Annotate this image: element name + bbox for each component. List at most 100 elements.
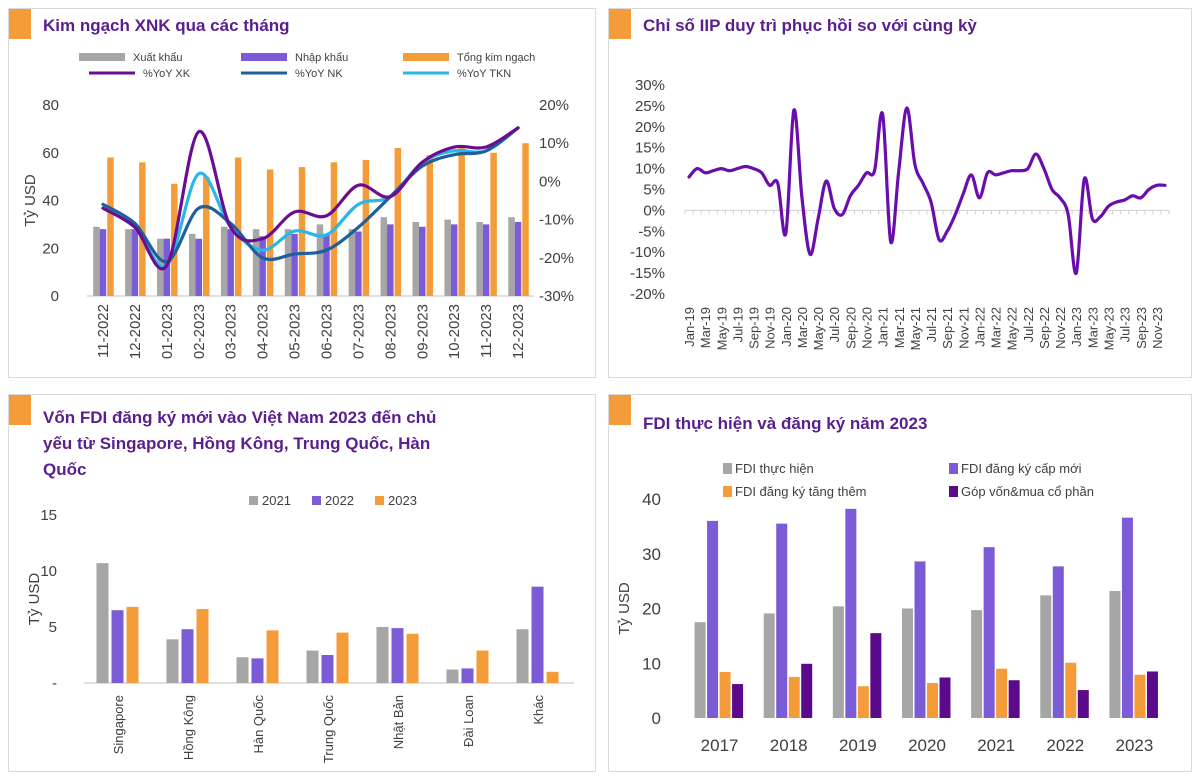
bar <box>1134 674 1146 718</box>
x-tick-label: May-20 <box>811 307 826 350</box>
legend-label: Tổng kim ngạch <box>457 52 535 64</box>
bar <box>355 231 362 296</box>
y2-tick-label: -10% <box>539 212 574 229</box>
y2-tick-label: -30% <box>539 288 574 305</box>
x-tick-label: Jan-20 <box>779 307 794 347</box>
y-tick-label: 5 <box>49 619 57 636</box>
bar <box>234 157 242 296</box>
bar <box>391 628 404 683</box>
panel-title-line: Quốc <box>43 460 87 479</box>
x-tick-label: Jan-23 <box>1069 307 1084 347</box>
x-tick-label: Sep-20 <box>843 307 858 349</box>
bar <box>284 229 292 296</box>
y2-tick-label: -20% <box>539 250 574 267</box>
x-tick-label: May-23 <box>1102 307 1117 350</box>
bar <box>266 630 279 683</box>
legend-swatch <box>375 496 384 505</box>
legend-label: %YoY NK <box>295 68 343 80</box>
y2-tick-label: 0% <box>539 173 561 190</box>
x-tick-label: Jul-23 <box>1118 307 1133 342</box>
x-tick-label: May-22 <box>1005 307 1020 350</box>
x-tick-label: 2018 <box>770 736 808 755</box>
x-tick-label: Hàn Quốc <box>251 695 266 754</box>
bar <box>195 238 202 296</box>
bar <box>336 632 349 683</box>
bar <box>96 563 109 683</box>
y-tick-label: 30 <box>642 545 661 564</box>
bar <box>387 224 394 296</box>
bar <box>227 229 234 296</box>
y-tick-label: 15% <box>635 140 665 157</box>
y-tick-label: 30% <box>635 77 665 94</box>
legend-label: FDI đăng ký tăng thêm <box>735 484 867 499</box>
panel-title: Kim ngạch XNK qua các tháng <box>43 16 290 35</box>
x-tick-label: May-19 <box>714 307 729 350</box>
bar <box>93 226 100 296</box>
bar <box>376 627 389 683</box>
bar <box>1052 566 1064 718</box>
y-tick-label: 0% <box>643 202 665 219</box>
x-tick-label: Mar-20 <box>795 307 810 348</box>
legend-swatch <box>949 463 958 474</box>
x-tick-label: Jul-22 <box>1021 307 1036 342</box>
x-tick-label: 2017 <box>701 736 739 755</box>
x-tick-label: Mar-22 <box>989 307 1004 348</box>
legend-swatch <box>723 463 732 474</box>
y-tick-label: 10 <box>642 654 661 673</box>
bar <box>914 561 926 718</box>
x-tick-label: 07-2023 <box>350 304 367 359</box>
y2-tick-label: 20% <box>539 97 569 114</box>
bar <box>1146 671 1158 718</box>
bar <box>306 650 319 683</box>
bar <box>482 224 490 296</box>
legend-swatch <box>723 486 732 497</box>
panel-fdi-year: FDI thực hiện và đăng ký năm 2023 FDI th… <box>608 394 1192 772</box>
bar <box>444 219 451 296</box>
y-tick-label: 10 <box>40 563 57 580</box>
bar <box>719 672 731 718</box>
x-tick-label: Nov-23 <box>1150 307 1165 349</box>
bar <box>125 229 132 296</box>
y-tick-label: 20% <box>635 119 665 136</box>
y-tick-label: -20% <box>630 286 665 303</box>
y-tick-label: 10% <box>635 161 665 178</box>
y-tick-label: - <box>52 675 57 692</box>
legend-swatch <box>403 53 449 61</box>
bar <box>446 669 459 683</box>
x-tick-label: Sep-21 <box>940 307 955 349</box>
bar <box>694 622 706 718</box>
bar <box>1109 590 1121 718</box>
y-axis-title: Tỷ USD <box>26 573 43 626</box>
x-tick-label: 11-2022 <box>95 304 112 358</box>
x-tick-label: Jan-22 <box>972 307 987 347</box>
x-tick-label: 2019 <box>839 736 877 755</box>
panel-accent-bar <box>9 9 31 39</box>
x-tick-label: 02-2023 <box>191 304 208 359</box>
legend-label: FDI đăng ký cấp mới <box>961 461 1082 476</box>
bar <box>1077 690 1089 718</box>
panel-fdi-country: Vốn FDI đăng ký mới vào Việt Nam 2023 đế… <box>8 394 596 772</box>
bar <box>107 157 114 296</box>
y-tick-label: 80 <box>42 97 59 114</box>
series-line <box>101 126 520 271</box>
bar <box>259 236 266 296</box>
x-tick-label: 09-2023 <box>414 304 431 359</box>
x-tick-label: Nov-22 <box>1053 307 1068 349</box>
bar <box>801 663 813 718</box>
panel-xnk: Kim ngạch XNK qua các tháng Xuất khẩu Nhậ… <box>8 8 596 378</box>
legend-label: Nhập khẩu <box>295 52 348 64</box>
x-tick-label: Mar-19 <box>698 307 713 348</box>
bar <box>196 609 209 683</box>
bar <box>788 676 800 718</box>
x-tick-label: Jul-21 <box>924 307 939 342</box>
y-tick-label: 20 <box>42 240 59 257</box>
bar <box>983 547 995 718</box>
x-tick-label: Jan-19 <box>682 307 697 347</box>
bar <box>902 608 913 718</box>
x-tick-label: 12-2022 <box>127 304 144 359</box>
panel-iip: Chỉ số IIP duy trì phục hồi so với cùng … <box>608 8 1192 378</box>
x-tick-label: May-21 <box>908 307 923 350</box>
x-tick-label: 05-2023 <box>287 304 304 359</box>
y-axis-title: Tỷ USD <box>22 174 39 227</box>
bar <box>394 147 402 296</box>
